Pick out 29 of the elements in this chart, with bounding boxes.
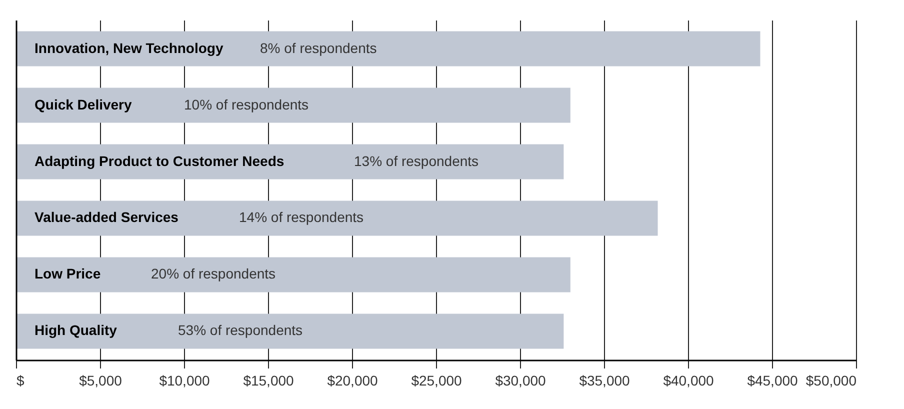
y-tick-label: Value-added Services [34, 209, 179, 226]
x-tick-label: $10,000 [159, 372, 210, 388]
x-tick-label: $30,000 [495, 372, 546, 388]
x-tick-label: $50,000 [806, 372, 857, 388]
x-tick-label: $40,000 [663, 372, 714, 388]
annotation: 14% of respondents [239, 209, 364, 226]
x-tick-label: $15,000 [243, 372, 294, 388]
x-tick-label: $25,000 [411, 372, 462, 388]
x-tick-label: $ [16, 372, 24, 388]
annotation: 53% of respondents [178, 322, 303, 338]
annotation: 20% of respondents [151, 266, 276, 282]
bar [16, 257, 570, 292]
y-tick-label: Low Price [34, 266, 101, 282]
annotation: 13% of respondents [354, 152, 479, 169]
y-tick-label: High Quality [34, 322, 118, 338]
x-tick-label: $5,000 [79, 372, 122, 388]
x-tick-label: $35,000 [579, 372, 630, 388]
y-tick-label: Innovation, New Technology [34, 40, 224, 56]
bar [16, 88, 570, 123]
annotation: 10% of respondents [184, 96, 309, 112]
annotation: 8% of respondents [260, 40, 377, 56]
x-tick-label: $20,000 [327, 372, 378, 388]
bar [16, 144, 564, 180]
y-tick-label: Adapting Product to Customer Needs [34, 152, 284, 169]
bar [16, 200, 658, 236]
bar [16, 31, 760, 66]
bar [16, 314, 564, 349]
y-tick-label: Quick Delivery [34, 96, 132, 112]
x-tick-label: $45,000 [747, 372, 798, 388]
